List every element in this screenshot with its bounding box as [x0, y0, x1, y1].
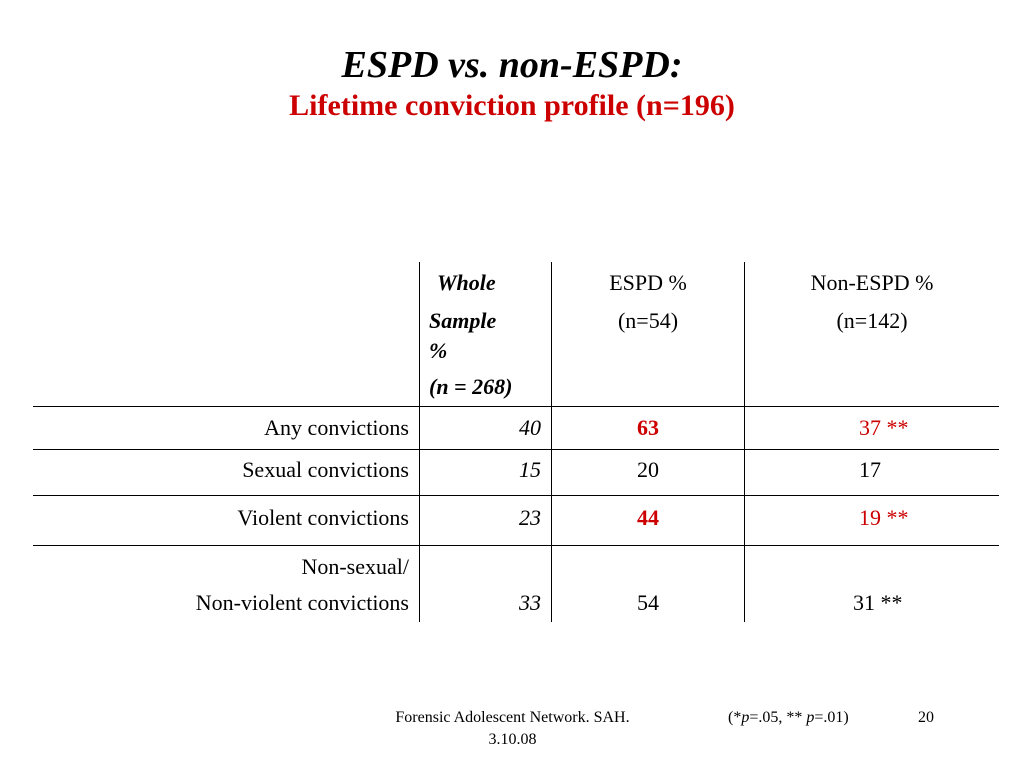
footer-significance-note: (*p=.05, ** p=.01) [728, 707, 849, 729]
table-row-rule [33, 545, 999, 546]
footer-source: Forensic Adolescent Network. SAH. 3.10.0… [345, 707, 680, 751]
slide-title: ESPD vs. non-ESPD: [341, 44, 683, 86]
sig-open: (* [728, 709, 742, 726]
table-row-rule [33, 495, 999, 496]
row-nonsexual-non-espd-value: 31 ** [853, 590, 903, 615]
table-divider-whole-column [551, 262, 552, 622]
row-any-non-espd-value: 37 ** [859, 415, 909, 440]
row-violent-espd-value: 44 [637, 505, 659, 530]
table-row-rule [33, 449, 999, 450]
row-label-non-sexual: Non-sexual/ [301, 554, 409, 579]
row-label-violent-convictions: Violent convictions [237, 505, 409, 530]
p-symbol: p [806, 709, 815, 726]
header-espd-line1: ESPD % [609, 270, 687, 295]
page-number: 20 [918, 709, 934, 726]
row-sexual-non-espd-value: 17 [859, 457, 881, 482]
row-label-any-convictions: Any convictions [264, 415, 409, 440]
table-divider-espd-column [744, 262, 745, 622]
header-whole-line1: Whole [437, 270, 496, 295]
slide-subtitle: Lifetime conviction profile (n=196) [289, 89, 735, 122]
header-whole-line3: % [429, 338, 448, 363]
row-sexual-whole-value: 15 [519, 457, 541, 482]
row-label-non-violent-convictions: Non-violent convictions [195, 590, 409, 615]
row-violent-non-espd-value: 19 ** [859, 505, 909, 530]
row-any-whole-value: 40 [519, 415, 541, 440]
footer-source-line1: Forensic Adolescent Network. SAH. [395, 709, 630, 726]
header-espd-line2: (n=54) [617, 308, 679, 333]
table-divider-label-column [419, 262, 420, 622]
row-label-sexual-convictions: Sexual convictions [242, 457, 409, 482]
header-whole-line2: Sample [429, 308, 497, 333]
row-violent-whole-value: 23 [519, 505, 541, 530]
header-non-espd-line2: (n=142) [836, 308, 908, 333]
header-whole-line4: (n = 268) [429, 374, 513, 399]
row-nonsexual-espd-value: 54 [637, 590, 659, 615]
row-nonsexual-whole-value: 33 [519, 590, 541, 615]
sig1-value: =.05, ** [749, 709, 807, 726]
footer-source-line2: 3.10.08 [488, 731, 537, 748]
row-any-espd-value: 63 [637, 415, 659, 440]
sig2-value: =.01) [814, 709, 849, 726]
row-sexual-espd-value: 20 [637, 457, 659, 482]
p-symbol: p [741, 709, 750, 726]
table-header-rule [33, 406, 999, 407]
header-non-espd-line1: Non-ESPD % [810, 270, 934, 295]
